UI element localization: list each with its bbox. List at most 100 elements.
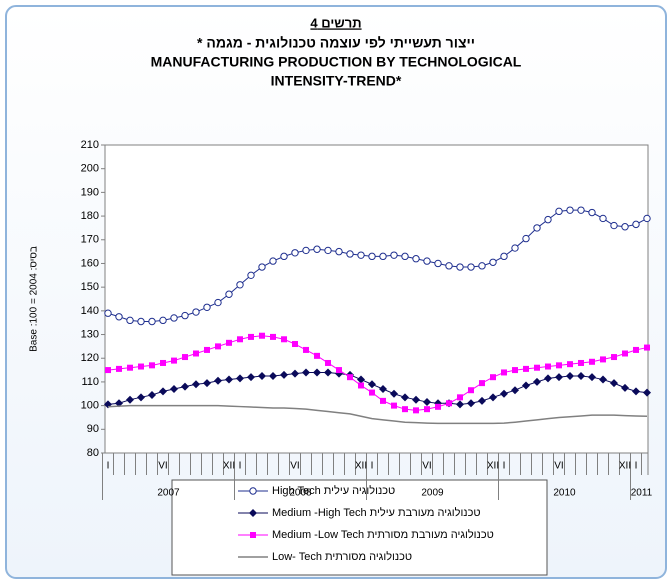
point [489, 393, 497, 402]
point [412, 255, 420, 263]
x-tick-label: XII [487, 461, 499, 472]
point [522, 381, 530, 390]
point [368, 252, 376, 261]
point [478, 396, 486, 405]
point [203, 379, 211, 388]
point [182, 354, 188, 361]
point [105, 367, 111, 374]
x-tick-label: VI [422, 461, 431, 472]
point [248, 333, 254, 340]
x-tick-label: I [635, 461, 638, 472]
y-tick-label: 180 [81, 210, 99, 222]
point [225, 290, 233, 298]
x-tick-label: I [107, 461, 110, 472]
point [249, 509, 257, 517]
point [160, 359, 166, 366]
point [159, 387, 167, 396]
legend-label: Low- Tech טכנולוגיה מסורתית [272, 550, 412, 563]
plot-area [104, 144, 649, 454]
x-tick-label: XII [619, 461, 631, 472]
x-tick-label: I [371, 461, 374, 472]
y-tick-label: 120 [81, 352, 99, 364]
point [214, 376, 222, 385]
point [336, 367, 342, 374]
point [589, 358, 595, 365]
point [544, 215, 552, 224]
x-tick-label: VI [554, 461, 563, 472]
point [643, 214, 651, 223]
point [599, 375, 607, 384]
point [115, 313, 123, 321]
point [346, 250, 354, 258]
point [269, 257, 277, 265]
year-label: 2009 [421, 488, 444, 499]
point [358, 382, 364, 389]
chart-title: ייצור תעשייתי לפי עוצמה טכנולוגית - מגמה… [197, 35, 475, 51]
point [357, 251, 365, 259]
point [522, 234, 530, 243]
point [467, 399, 475, 408]
point [192, 380, 200, 389]
point [280, 370, 288, 379]
point [632, 387, 640, 396]
chart-title: MANUFACTURING PRODUCTION BY TECHNOLOGICA… [151, 54, 522, 70]
point [434, 259, 442, 268]
point [556, 362, 562, 369]
y-tick-label: 190 [81, 186, 99, 198]
y-tick-label: 210 [81, 139, 99, 151]
point [148, 390, 156, 399]
point [456, 263, 464, 271]
point [500, 389, 508, 398]
x-tick-label: XII [223, 461, 235, 472]
legend-label: Medium -Low Tech טכנולוגיה מעורבת מסורתי… [272, 528, 494, 541]
y-tick-label: 140 [81, 305, 99, 317]
chart-title: INTENSITY-TREND* [271, 73, 402, 89]
point [247, 373, 255, 382]
point [456, 400, 464, 409]
point [489, 258, 497, 266]
point [644, 344, 650, 351]
point [347, 374, 353, 381]
point [533, 224, 541, 232]
point [423, 257, 431, 265]
point [314, 352, 320, 359]
point [534, 364, 540, 371]
point [324, 368, 332, 377]
y-tick-label: 80 [87, 447, 99, 459]
point [643, 388, 651, 397]
point [126, 395, 134, 404]
point [368, 380, 376, 389]
point [380, 397, 386, 404]
point [247, 271, 255, 280]
point [236, 281, 244, 289]
point [391, 402, 397, 409]
point [115, 399, 123, 408]
point [192, 308, 200, 316]
point [193, 350, 199, 357]
point [468, 387, 474, 394]
point [258, 263, 266, 271]
point [170, 314, 178, 322]
y-tick-label: 130 [81, 328, 99, 340]
point [435, 403, 441, 410]
point [215, 343, 221, 350]
point [292, 341, 298, 348]
point [390, 389, 398, 398]
year-label: 2008 [289, 488, 312, 499]
point [478, 262, 486, 270]
y-tick-label: 150 [81, 281, 99, 293]
point [204, 346, 210, 353]
point [622, 350, 628, 357]
point [369, 389, 375, 396]
point [577, 372, 585, 380]
point [127, 364, 133, 371]
point [610, 221, 618, 230]
point [171, 357, 177, 364]
point [280, 252, 288, 261]
x-tick-label: XII [355, 461, 367, 472]
point [621, 383, 629, 392]
point [588, 208, 596, 217]
x-tick-label: I [239, 461, 242, 472]
point [104, 309, 112, 317]
